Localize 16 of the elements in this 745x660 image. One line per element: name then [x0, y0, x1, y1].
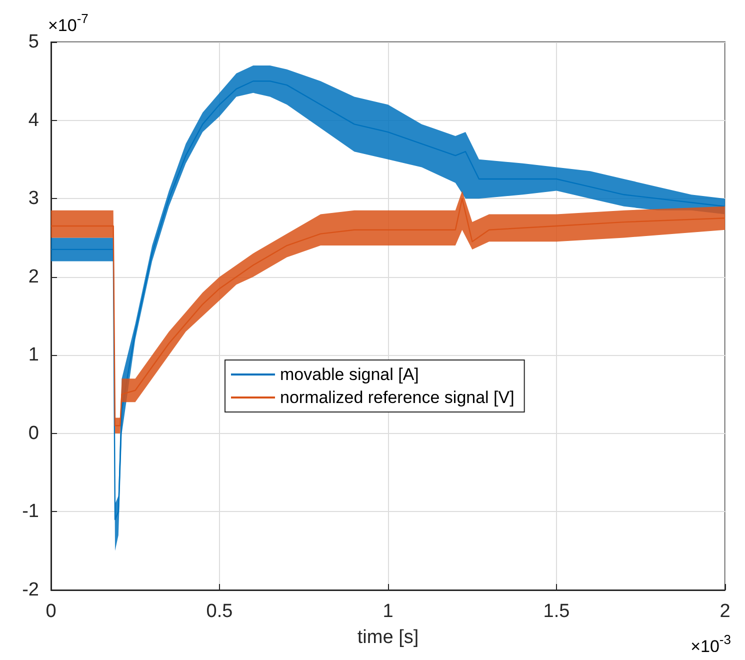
y-tick-label: 3 — [28, 188, 39, 210]
x-axis-title: time [s] — [357, 627, 419, 648]
y-tick-label: 1 — [28, 344, 39, 366]
y-tick-label: -2 — [22, 580, 39, 600]
x-tick-label: 1 — [382, 601, 394, 622]
y-tick-label: -1 — [22, 501, 39, 522]
y-tick-label: 4 — [28, 110, 40, 131]
x-tick-label: 1.5 — [543, 601, 570, 622]
y-tick-label: 5 — [28, 32, 39, 52]
x-tick-label: 0.5 — [206, 601, 233, 622]
x-tick-label: 2 — [720, 601, 730, 622]
y-tick-label: 0 — [28, 422, 39, 444]
y-tick-label: 2 — [28, 266, 39, 288]
legend-label: movable signal [A] — [280, 365, 419, 384]
legend-label: normalized reference signal [V] — [280, 388, 514, 407]
x-tick-label: 0 — [46, 601, 56, 622]
